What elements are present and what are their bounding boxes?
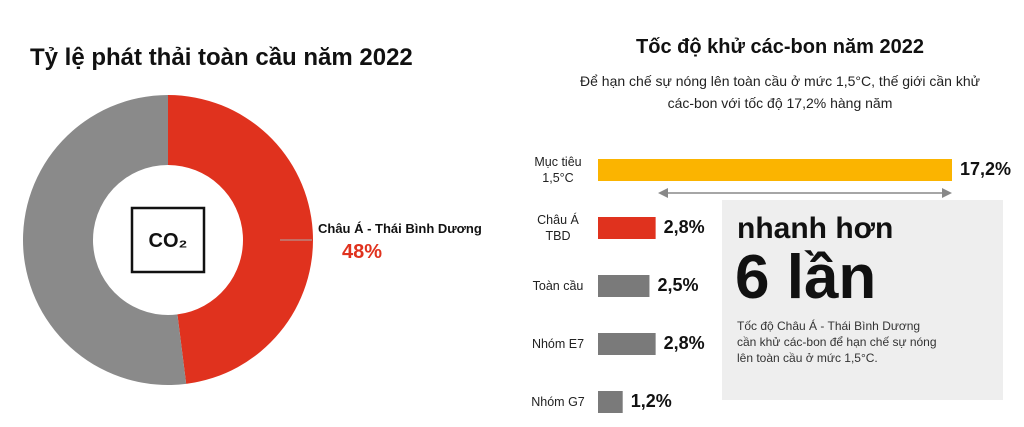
bar-category: Toàn cầu (532, 279, 584, 293)
donut-segment (168, 95, 314, 384)
annotation-box (722, 200, 1003, 400)
bar (598, 333, 656, 355)
bar-value: 17,2% (960, 159, 1012, 179)
annotation-line1: nhanh hơn (737, 212, 894, 245)
bar-value: 2,5% (657, 275, 699, 295)
icon-label: CO₂ (149, 230, 188, 252)
bar (598, 217, 656, 239)
donut-segment (23, 95, 187, 385)
bar-title: Tốc độ khử các-bon năm 2022 (636, 36, 924, 58)
icon-frame (130, 206, 206, 274)
bar (598, 159, 952, 181)
bar-value: 2,8% (663, 333, 705, 353)
bar-category: Nhóm G7 (531, 395, 585, 409)
bar-category: Nhóm E7 (531, 337, 585, 351)
bar-category: Châu Á TBD (537, 213, 579, 243)
segment-label: Châu Á - Thái Bình Dương (318, 221, 482, 236)
annotation-line2: 6 lần (735, 243, 877, 312)
bar-subtitle: Để hạn chế sự nóng lên toàn cầu ở mức 1,… (580, 73, 980, 111)
pie-title: Tỷ lệ phát thải toàn cầu năm 2022 (30, 44, 413, 71)
bar-category: Mục tiêu 1,5°C (534, 155, 582, 185)
bar (598, 275, 650, 297)
bar-value: 2,8% (663, 217, 705, 237)
bar-value: 1,2% (630, 391, 672, 411)
segment-value: 48% (342, 241, 383, 263)
bar (598, 391, 623, 413)
annotation-note: Tốc độ Châu Á - Thái Bình Dương cần khử … (737, 319, 937, 365)
